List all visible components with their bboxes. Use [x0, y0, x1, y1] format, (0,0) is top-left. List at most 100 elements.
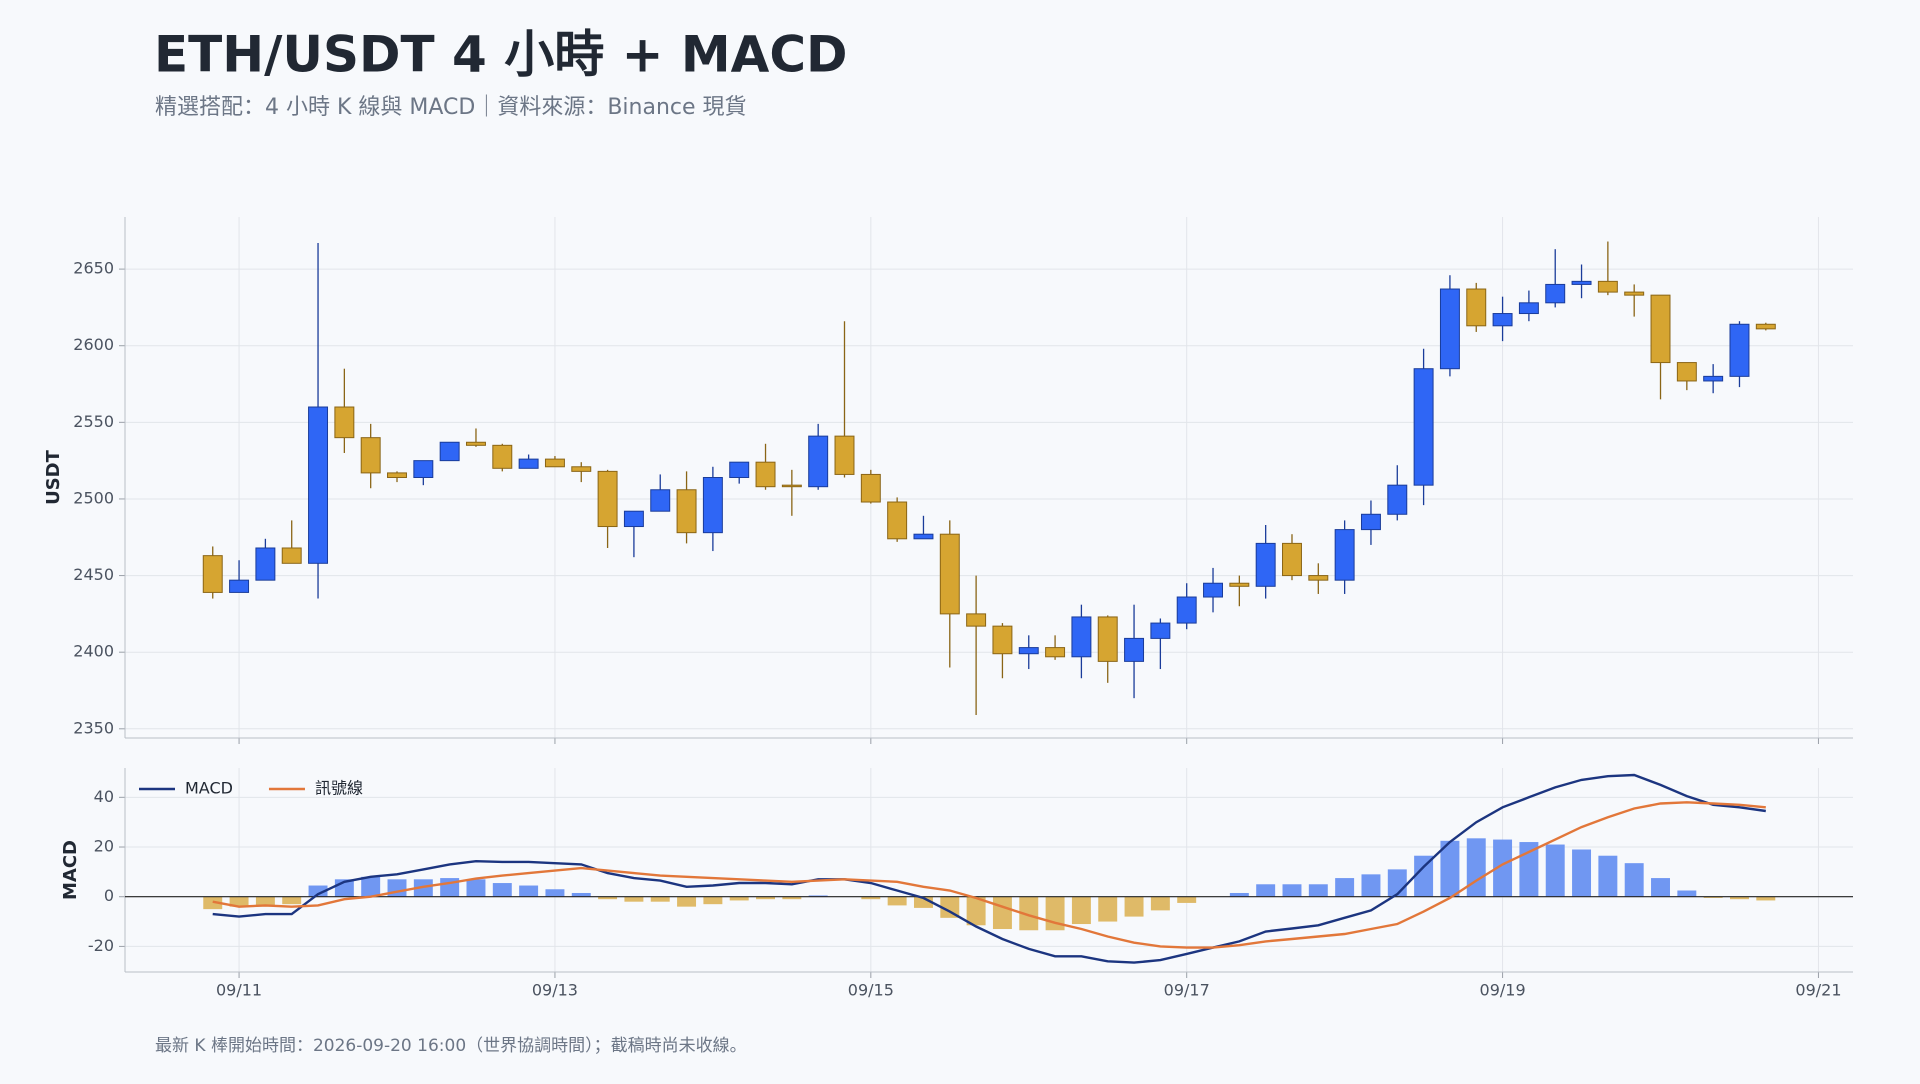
candle-body [623, 510, 644, 528]
candle-body [887, 501, 908, 540]
candle-body [597, 470, 618, 528]
histogram-bar [1677, 890, 1697, 897]
histogram-bar [1229, 892, 1249, 897]
histogram-bar [308, 885, 328, 897]
x-tick-label: 09/13 [532, 981, 578, 1000]
legend-label: 訊號線 [315, 779, 363, 798]
candle-body [939, 533, 960, 615]
histogram-bar [1519, 842, 1539, 897]
y-tick-label: 2600 [73, 335, 114, 354]
candle-body [1203, 582, 1223, 598]
histogram-bar [861, 896, 881, 900]
candle-body [1282, 542, 1302, 577]
candle-body [571, 466, 592, 472]
candle-body [781, 484, 802, 488]
y-tick-label: 0 [104, 886, 114, 905]
candle-body [255, 547, 276, 581]
histogram-bar [624, 896, 644, 902]
histogram-bar [1335, 878, 1355, 897]
x-tick-label: 09/15 [848, 981, 894, 1000]
histogram-bar [1756, 896, 1776, 901]
candle-body [465, 441, 486, 446]
macd-line [212, 773, 1766, 964]
histogram-bar [1071, 896, 1091, 925]
legend-label: MACD [185, 779, 233, 798]
candle-body [1624, 291, 1645, 296]
candle-body [334, 406, 355, 439]
macd-line [212, 801, 1766, 949]
candle-body [992, 625, 1013, 655]
y-axis-label: USDT [43, 449, 64, 505]
candle-body [1018, 647, 1039, 655]
candle-body [1650, 294, 1671, 364]
histogram-bar [677, 896, 697, 907]
candle-body [676, 489, 697, 534]
histogram-bar [1177, 896, 1197, 903]
histogram-bar [729, 896, 749, 901]
footnote: 最新 K 棒開始時間：2026-09-20 16:00（世界協調時間）；截稿時尚… [155, 1036, 747, 1056]
histogram-bar [1256, 884, 1276, 897]
histogram-bar [1730, 896, 1749, 900]
candle-body [650, 489, 671, 512]
candle-body [1703, 375, 1724, 382]
histogram-bar [1651, 878, 1670, 897]
candle-body [1545, 283, 1566, 304]
candle-body [1387, 484, 1408, 515]
histogram-bar [1282, 884, 1302, 897]
candle-body [1676, 362, 1697, 382]
y-tick-label: 2450 [73, 565, 114, 584]
histogram-bar [1308, 884, 1328, 897]
histogram-bar [940, 896, 960, 918]
histogram-bar [361, 876, 381, 897]
candle-body [834, 435, 855, 475]
histogram-bar [545, 889, 565, 897]
candle-body [1308, 575, 1329, 581]
candle-body [755, 461, 776, 488]
x-tick-label: 09/21 [1795, 981, 1841, 1000]
histogram-bar [1124, 896, 1144, 917]
candle-body [308, 406, 329, 564]
histogram-bar [992, 896, 1012, 930]
histogram-bar [756, 896, 776, 900]
candle-body [913, 533, 934, 540]
x-tick-label: 09/11 [216, 981, 262, 1000]
histogram-bar [966, 896, 986, 926]
histogram-bar [887, 896, 907, 906]
candle-body [387, 472, 407, 479]
histogram-bar [255, 896, 275, 907]
y-tick-label: 40 [94, 787, 114, 806]
histogram-bar [466, 879, 486, 897]
histogram-bar [1572, 849, 1592, 897]
candle-body [544, 458, 565, 468]
candle-body [229, 579, 250, 593]
candle-body [808, 435, 829, 488]
candle-body [1045, 647, 1066, 658]
candle-body [702, 477, 723, 534]
histogram-bar [229, 896, 249, 907]
x-tick-label: 09/19 [1480, 981, 1526, 1000]
candle-body [966, 613, 987, 627]
candle-body [1334, 529, 1355, 581]
histogram-bar [571, 892, 591, 897]
candle-body [1439, 288, 1460, 370]
histogram-bar [519, 885, 539, 897]
y-tick-label: 20 [94, 837, 114, 856]
candle-body [413, 460, 434, 478]
candle-body [518, 458, 539, 469]
histogram-bar [1703, 896, 1723, 898]
candle-body [1360, 513, 1381, 531]
title: ETH/USDT 4 小時 + MACD [154, 26, 848, 84]
subtitle: 精選搭配：4 小時 K 線與 MACD｜資料來源：Binance 現貨 [155, 95, 747, 120]
x-tick-label: 09/17 [1164, 981, 1210, 1000]
histogram-bar [282, 896, 302, 905]
histogram-bar [492, 883, 512, 897]
histogram-bar [1440, 840, 1460, 897]
histogram-bar [1493, 839, 1513, 897]
histogram-bar [1019, 896, 1039, 931]
candle-body [1492, 313, 1513, 327]
y-tick-label: 2650 [73, 259, 114, 278]
histogram-bar [913, 896, 933, 908]
histogram-bar [1624, 863, 1644, 897]
